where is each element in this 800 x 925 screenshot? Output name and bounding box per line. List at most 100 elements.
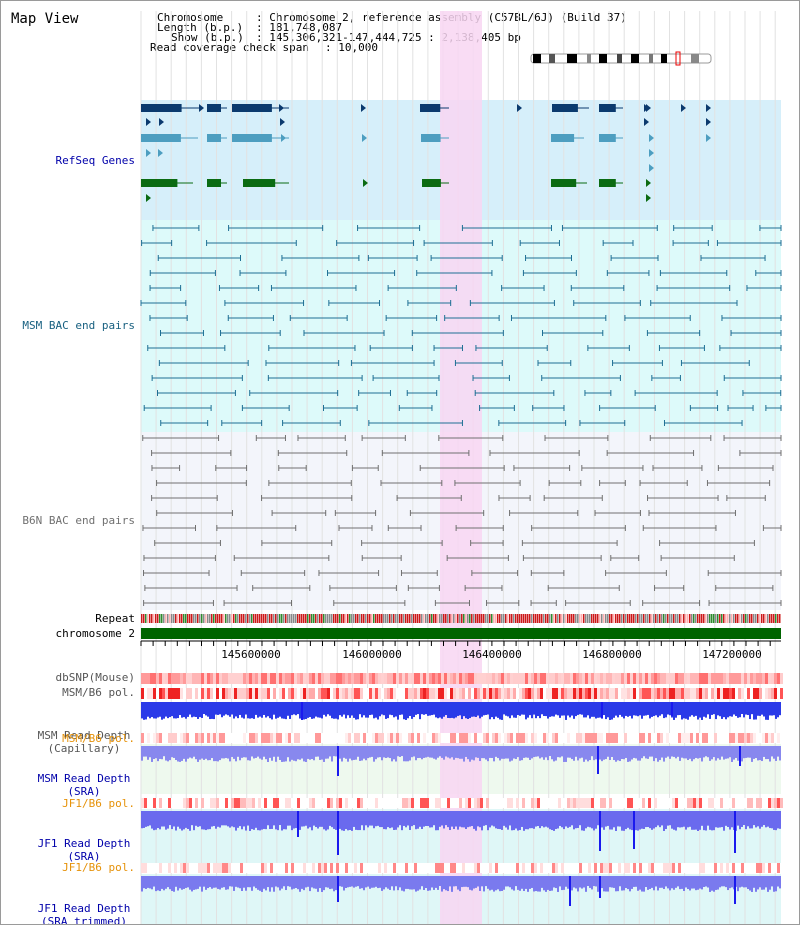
heat-cell <box>351 798 354 808</box>
heat-cell <box>168 863 171 873</box>
depth-bar <box>759 876 761 888</box>
depth-bar <box>517 746 519 758</box>
depth-bar <box>305 702 307 720</box>
depth-bar <box>443 746 445 760</box>
heat-cell <box>267 688 270 699</box>
heat-cell <box>567 688 570 699</box>
repeat-mark <box>655 614 657 623</box>
depth-bar <box>259 876 261 891</box>
depth-bar <box>275 702 277 719</box>
repeat-mark <box>753 614 755 623</box>
depth-spike <box>337 876 339 902</box>
heat-cell <box>246 688 249 699</box>
heat-cell <box>720 733 723 743</box>
depth-bar <box>193 811 195 831</box>
depth-bar <box>557 746 559 758</box>
repeat-mark <box>341 614 343 623</box>
repeat-mark <box>393 614 395 623</box>
heat-cell <box>255 688 258 699</box>
heat-cell <box>285 673 288 684</box>
depth-bar <box>233 746 235 759</box>
depth-bar <box>655 702 657 716</box>
depth-bar <box>437 811 439 831</box>
heat-cell <box>309 863 312 873</box>
depth-bar <box>673 746 675 757</box>
depth-bar <box>647 746 649 759</box>
heat-cell <box>573 863 576 873</box>
depth-bar <box>681 811 683 828</box>
heat-cell <box>723 798 726 808</box>
heat-cell <box>195 688 198 699</box>
heat-cell <box>642 733 645 743</box>
heat-cell <box>720 798 723 808</box>
heat-cell <box>360 673 363 684</box>
heat-cell <box>426 688 429 699</box>
heat-cell <box>759 673 762 684</box>
repeat-mark <box>339 614 341 623</box>
heat-cell <box>156 688 159 699</box>
depth-bar <box>671 876 673 889</box>
depth-bar <box>569 746 571 758</box>
ideogram-band <box>661 54 667 63</box>
read-depth-tracks <box>141 702 781 906</box>
depth-bar <box>259 811 261 831</box>
depth-bar <box>345 702 347 719</box>
depth-bar <box>211 746 213 759</box>
heat-cell <box>558 673 561 684</box>
repeat-mark <box>465 614 467 623</box>
repeat-mark <box>599 614 601 623</box>
depth-bar <box>251 702 253 719</box>
depth-bar <box>393 811 395 830</box>
depth-bar <box>497 702 499 718</box>
depth-spike <box>301 702 303 720</box>
depth-bar <box>365 811 367 826</box>
heat-cell <box>183 673 186 684</box>
depth-bar <box>371 876 373 888</box>
heat-cell <box>486 798 489 808</box>
heat-cell <box>255 673 258 684</box>
gene-exon <box>421 134 441 142</box>
heat-cell <box>468 673 471 684</box>
repeat-mark <box>453 614 455 623</box>
depth-bar <box>571 702 573 716</box>
depth-bar <box>269 702 271 719</box>
heat-cell <box>366 673 369 684</box>
depth-bar <box>491 811 493 826</box>
depth-bar <box>551 811 553 831</box>
depth-bar <box>285 702 287 720</box>
heat-cell <box>486 733 489 743</box>
depth-bar <box>623 876 625 891</box>
heat-cell <box>540 863 543 873</box>
heat-cell <box>237 733 240 743</box>
depth-bar <box>629 702 631 716</box>
refseq-gene-features <box>141 104 711 202</box>
repeat-mark <box>315 614 317 623</box>
depth-bar <box>729 746 731 758</box>
heat-cell <box>333 863 336 873</box>
repeat-mark <box>557 614 559 623</box>
depth-bar <box>385 746 387 759</box>
depth-bar <box>359 746 361 761</box>
depth-bar <box>713 876 715 892</box>
depth-bar <box>659 876 661 888</box>
depth-bar <box>569 702 571 718</box>
depth-bar <box>573 811 575 830</box>
heat-cell <box>516 733 519 743</box>
depth-bar <box>291 746 293 760</box>
heat-cell <box>768 863 771 873</box>
heat-cell <box>372 688 375 699</box>
depth-bar <box>681 876 683 889</box>
depth-bar <box>269 811 271 830</box>
heat-cell <box>300 863 303 873</box>
depth-bar <box>597 811 599 826</box>
depth-bar <box>339 746 341 759</box>
heat-cell <box>429 733 432 743</box>
depth-bar <box>575 702 577 717</box>
heat-cell <box>165 673 168 684</box>
depth-bar <box>457 876 459 890</box>
heat-cell <box>159 688 162 699</box>
repeat-mark <box>589 614 591 623</box>
heat-cell <box>207 863 210 873</box>
depth-bar <box>419 876 421 890</box>
